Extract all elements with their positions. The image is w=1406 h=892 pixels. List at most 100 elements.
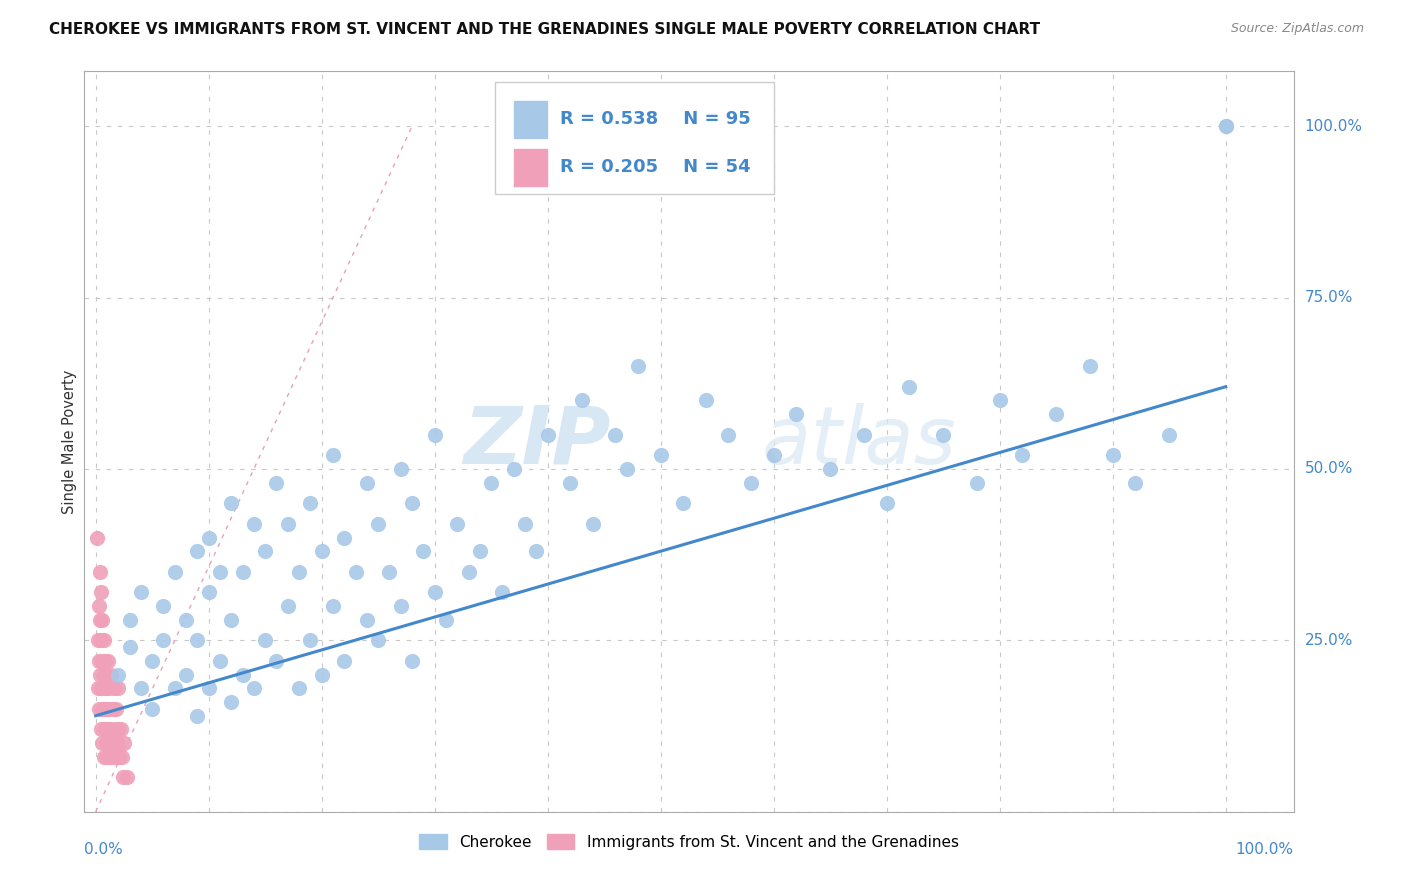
Point <box>571 393 593 408</box>
Point <box>389 462 412 476</box>
Point <box>93 681 115 696</box>
Point <box>197 531 219 545</box>
Point <box>378 565 401 579</box>
Point <box>93 667 115 681</box>
Point <box>1215 119 1237 133</box>
Point <box>502 462 524 476</box>
Point <box>401 496 423 510</box>
Point <box>141 654 163 668</box>
Text: 0.0%: 0.0% <box>84 842 124 857</box>
Point <box>232 667 254 681</box>
Point <box>93 723 115 737</box>
Point <box>423 585 446 599</box>
Point <box>853 427 876 442</box>
Point <box>740 475 762 490</box>
Point <box>288 681 311 696</box>
FancyBboxPatch shape <box>513 101 547 138</box>
Point <box>197 681 219 696</box>
Point <box>988 393 1011 408</box>
Point <box>266 654 288 668</box>
Point <box>785 407 807 421</box>
Point <box>163 681 186 696</box>
Point <box>1101 448 1123 462</box>
Point <box>333 654 356 668</box>
Point <box>208 565 231 579</box>
Point <box>333 531 356 545</box>
Point <box>277 599 299 613</box>
Point <box>94 702 117 716</box>
Point <box>86 531 108 545</box>
Point <box>90 723 112 737</box>
Point <box>87 702 110 716</box>
Point <box>90 681 112 696</box>
Point <box>344 565 367 579</box>
Point <box>98 681 121 696</box>
Point <box>367 516 389 531</box>
FancyBboxPatch shape <box>495 82 773 194</box>
Point <box>219 695 242 709</box>
Point <box>107 681 129 696</box>
Text: 50.0%: 50.0% <box>1305 461 1353 476</box>
Point <box>277 516 299 531</box>
Point <box>174 667 197 681</box>
Point <box>932 427 955 442</box>
Point <box>108 750 131 764</box>
Y-axis label: Single Male Poverty: Single Male Poverty <box>62 369 77 514</box>
Point <box>898 380 921 394</box>
Point <box>367 633 389 648</box>
Point <box>93 654 115 668</box>
Text: ZIP: ZIP <box>463 402 610 481</box>
Point <box>966 475 988 490</box>
Point <box>89 667 111 681</box>
Point <box>491 585 513 599</box>
Point <box>288 565 311 579</box>
Point <box>100 667 122 681</box>
Text: CHEROKEE VS IMMIGRANTS FROM ST. VINCENT AND THE GRENADINES SINGLE MALE POVERTY C: CHEROKEE VS IMMIGRANTS FROM ST. VINCENT … <box>49 22 1040 37</box>
Point <box>1045 407 1067 421</box>
Point <box>98 723 121 737</box>
Point <box>87 654 110 668</box>
Point <box>232 565 254 579</box>
Point <box>254 544 277 558</box>
Point <box>98 736 121 750</box>
Point <box>112 736 135 750</box>
Point <box>356 475 378 490</box>
Point <box>322 599 344 613</box>
Point <box>93 750 115 764</box>
Point <box>468 544 491 558</box>
Point <box>299 633 322 648</box>
Point <box>446 516 468 531</box>
Point <box>91 736 114 750</box>
Point <box>434 613 457 627</box>
Point <box>111 771 134 785</box>
Point <box>219 613 242 627</box>
Text: 100.0%: 100.0% <box>1236 842 1294 857</box>
Point <box>87 633 110 648</box>
Point <box>103 750 125 764</box>
Point <box>93 633 115 648</box>
Point <box>101 702 124 716</box>
Point <box>117 771 139 785</box>
Legend: Cherokee, Immigrants from St. Vincent and the Grenadines: Cherokee, Immigrants from St. Vincent an… <box>413 828 965 856</box>
Point <box>91 654 114 668</box>
Point <box>322 448 344 462</box>
Point <box>101 736 124 750</box>
Point <box>93 702 115 716</box>
Point <box>254 633 277 648</box>
Text: 25.0%: 25.0% <box>1305 632 1353 648</box>
Point <box>582 516 605 531</box>
Point <box>105 702 128 716</box>
Point <box>105 736 128 750</box>
Point <box>243 681 266 696</box>
Point <box>105 750 128 764</box>
Point <box>672 496 695 510</box>
Text: 75.0%: 75.0% <box>1305 290 1353 305</box>
Text: R = 0.205    N = 54: R = 0.205 N = 54 <box>560 158 751 176</box>
Point <box>97 702 120 716</box>
Text: 100.0%: 100.0% <box>1305 119 1362 134</box>
Text: R = 0.538    N = 95: R = 0.538 N = 95 <box>560 111 751 128</box>
Point <box>110 723 132 737</box>
Point <box>118 640 141 655</box>
Point <box>560 475 582 490</box>
Point <box>186 633 208 648</box>
